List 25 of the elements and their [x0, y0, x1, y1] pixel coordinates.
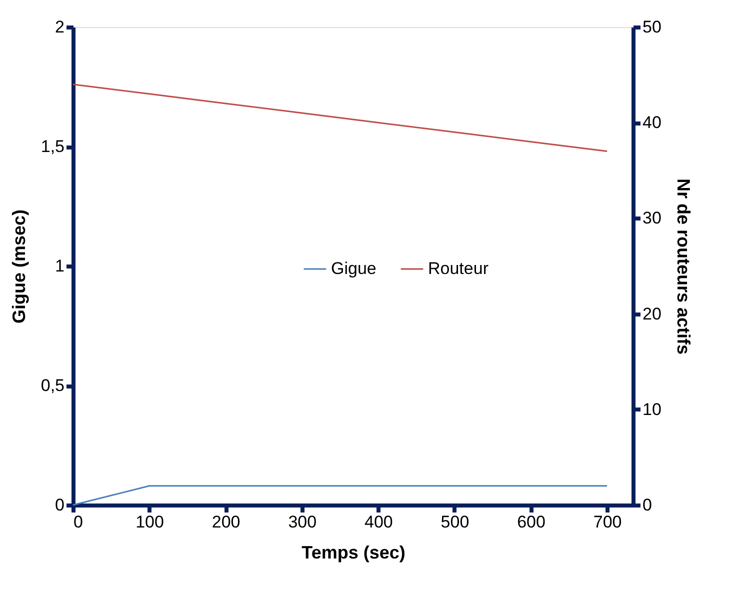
y2-tick-label: 30 [642, 208, 662, 228]
x-tick-label: 0 [74, 512, 83, 532]
x-tick-label: 400 [364, 512, 393, 532]
x-tick-label: 600 [517, 512, 546, 532]
y-tick-label: 0 [55, 496, 64, 514]
x-tick-label: 700 [593, 512, 622, 532]
y2-tick-label: 40 [642, 113, 662, 132]
y2-axis-title: Nr de routeurs actifs [673, 178, 694, 355]
x-axis-title: Temps (sec) [302, 542, 406, 562]
line-series [72, 84, 608, 152]
y-tick-label: 1 [55, 256, 64, 276]
x-tick-label: 300 [288, 512, 317, 532]
x-tick-label: 200 [212, 512, 240, 532]
y-axis-title: Gigue (msec) [8, 209, 29, 324]
y2-tick-label: 50 [642, 18, 662, 36]
x-tick-label: 100 [136, 512, 164, 532]
legend-label: Routeur [428, 259, 489, 278]
y-tick-label: 0,5 [40, 376, 64, 395]
y2-tick-label: 20 [642, 304, 662, 324]
y-tick-label: 2 [55, 18, 64, 36]
legend-label: Gigue [331, 259, 376, 278]
y2-tick-label: 10 [642, 400, 662, 419]
y2-tick-label: 0 [642, 496, 652, 514]
x-tick-label: 500 [440, 512, 470, 532]
y-tick-label: 1,5 [40, 137, 64, 156]
